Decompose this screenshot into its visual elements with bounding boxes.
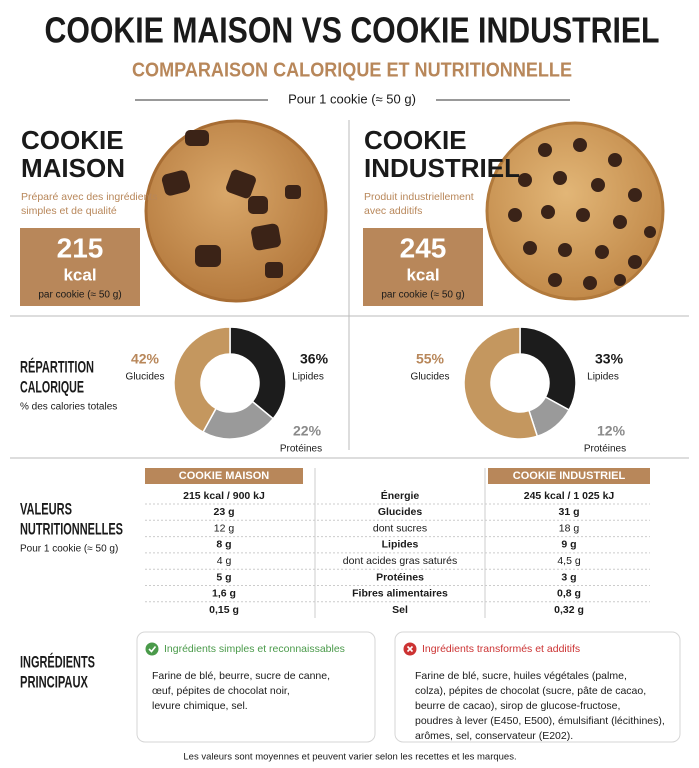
calorie-value: 215 xyxy=(57,232,104,263)
cookie-image xyxy=(144,119,328,303)
nutrient-name: Lipides xyxy=(382,539,419,551)
title: COOKIE MAISON VS COOKIE INDUSTRIEL xyxy=(45,10,660,51)
nutrient-value: 4 g xyxy=(217,555,232,567)
ingredient-line: Farine de blé, beurre, sucre de canne, xyxy=(152,670,330,682)
table-header-bar xyxy=(488,468,650,484)
calorie-unit: kcal xyxy=(63,265,96,284)
section-title: PRINCIPAUX xyxy=(20,672,88,691)
nutrient-value: 3 g xyxy=(561,571,576,583)
footer: Les valeurs sont moyennes et peuvent var… xyxy=(183,752,516,763)
table-header: COOKIE INDUSTRIEL xyxy=(513,470,626,482)
donut-segment xyxy=(173,326,231,434)
calorie-unit: kcal xyxy=(406,265,439,284)
nutrient-value: 1,6 g xyxy=(212,588,236,600)
donut-category-label: Protéines xyxy=(584,444,626,455)
nutrient-value: 23 g xyxy=(213,506,234,518)
nutrition-heading: VALEURS NUTRITIONNELLES Pour 1 cookie (≈… xyxy=(20,499,123,554)
calorie-basis: par cookie (≈ 50 g) xyxy=(38,290,121,301)
section-note: % des calories totales xyxy=(20,402,117,413)
cookie-description: Préparé avec des ingrédients xyxy=(21,191,158,203)
donut-value-label: 33% xyxy=(595,351,624,367)
ingredient-line: colza), pépites de chocolat (sucre, pâte… xyxy=(415,685,646,697)
nutrient-name: Énergie xyxy=(381,489,420,502)
ingredient-icon-mark xyxy=(148,646,157,653)
donut-value-label: 36% xyxy=(300,351,329,367)
donut-category-label: Glucides xyxy=(411,372,450,383)
donut-category-label: Protéines xyxy=(280,444,322,455)
ingredient-heading: Ingrédients transformés et additifs xyxy=(422,643,580,655)
basis: Pour 1 cookie (≈ 50 g) xyxy=(288,91,416,106)
donut-value-label: 22% xyxy=(293,423,322,439)
table-header-bar xyxy=(145,468,303,484)
section-title: INGRÉDIENTS xyxy=(20,652,95,671)
nutrient-value: 0,8 g xyxy=(557,588,581,600)
calorie-box xyxy=(363,228,483,306)
nutrient-value: 245 kcal / 1 025 kJ xyxy=(524,490,615,502)
donut-value-label: 55% xyxy=(416,351,445,367)
cookie-image xyxy=(485,121,665,301)
donut-category-label: Glucides xyxy=(126,372,165,383)
ingredient-line: levure chimique, sel. xyxy=(152,700,248,712)
subtitle: COMPARAISON CALORIQUE ET NUTRITIONNELLE xyxy=(132,59,572,81)
section-title: CALORIQUE xyxy=(20,377,84,396)
cookie-description: Produit industriellement xyxy=(364,191,474,203)
donut-category-label: Lipides xyxy=(292,372,324,383)
breakdown-heading: RÉPARTITION CALORIQUE % des calories tot… xyxy=(20,357,117,412)
ingredient-icon xyxy=(145,642,159,656)
ingredient-line: poudres à lever (E450, E500), émulsifian… xyxy=(415,715,665,727)
nutrient-name: Sel xyxy=(392,604,408,616)
cookie-name: COOKIE xyxy=(364,125,467,155)
nutrient-name: Glucides xyxy=(378,506,423,518)
table-header: COOKIE MAISON xyxy=(179,470,270,482)
cookie-description: simples et de qualité xyxy=(21,205,117,217)
section-title: VALEURS xyxy=(20,499,72,518)
donut-segment xyxy=(229,326,287,420)
section-title: NUTRITIONNELLES xyxy=(20,519,123,538)
nutrient-value: 4,5 g xyxy=(557,555,581,567)
calorie-box xyxy=(20,228,140,306)
nutrient-value: 18 g xyxy=(559,522,580,534)
calorie-basis: par cookie (≈ 50 g) xyxy=(381,290,464,301)
nutrient-value: 0,32 g xyxy=(554,604,584,616)
cookie-name: INDUSTRIEL xyxy=(364,153,520,183)
donut-category-label: Lipides xyxy=(587,372,619,383)
calorie-value: 245 xyxy=(400,232,447,263)
nutrient-value: 0,15 g xyxy=(209,604,239,616)
donut-value-label: 12% xyxy=(597,423,626,439)
nutrient-name: dont sucres xyxy=(373,522,427,534)
ingredients-heading: INGRÉDIENTS PRINCIPAUX xyxy=(20,652,95,691)
nutrient-name: Fibres alimentaires xyxy=(352,588,448,600)
ingredient-icon-mark xyxy=(406,645,414,653)
ingredient-box xyxy=(136,631,376,743)
ingredient-line: œuf, pépites de chocolat noir, xyxy=(152,685,290,697)
ingredient-line: Farine de blé, sucre, huiles végétales (… xyxy=(415,670,627,682)
nutrient-value: 9 g xyxy=(561,539,576,551)
ingredient-line: arômes, sel, conservateur (E202). xyxy=(415,730,573,742)
cookie-description: avec additifs xyxy=(364,205,422,217)
nutrient-value: 8 g xyxy=(216,539,231,551)
cookie-name: MAISON xyxy=(21,153,125,183)
cookie-name: COOKIE xyxy=(21,125,124,155)
ingredient-box xyxy=(394,631,681,743)
ingredient-heading: Ingrédients simples et reconnaissables xyxy=(164,643,345,655)
section-note: Pour 1 cookie (≈ 50 g) xyxy=(20,544,118,555)
nutrient-value: 5 g xyxy=(216,571,231,583)
nutrient-name: Protéines xyxy=(376,571,424,583)
nutrient-value: 215 kcal / 900 kJ xyxy=(183,490,265,502)
donut-segment xyxy=(463,326,539,440)
ingredient-line: beurre de cacao), sirop de glucose-fruct… xyxy=(415,700,620,712)
nutrient-value: 31 g xyxy=(558,506,579,518)
donut-value-label: 42% xyxy=(131,351,160,367)
donut-segment xyxy=(519,326,577,411)
section-title: RÉPARTITION xyxy=(20,357,94,376)
nutrient-value: 12 g xyxy=(214,522,235,534)
nutrient-name: dont acides gras saturés xyxy=(343,555,457,567)
